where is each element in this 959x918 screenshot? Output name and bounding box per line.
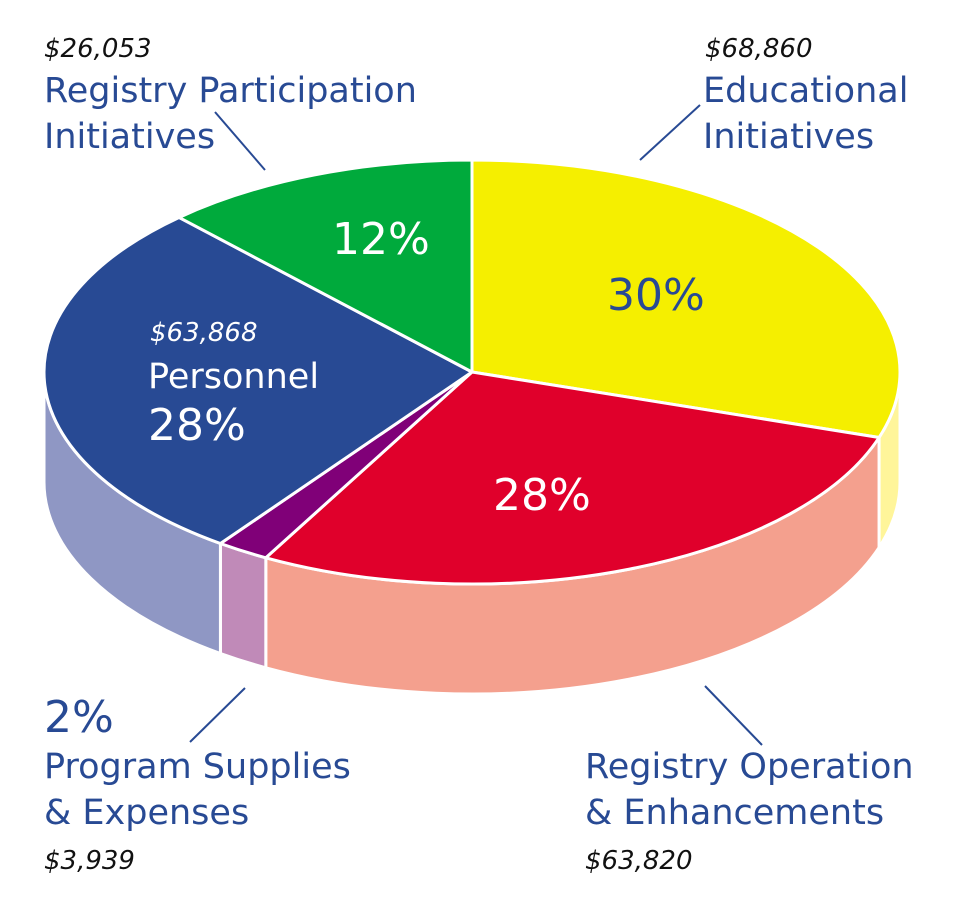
percent-personnel: 28% (148, 400, 246, 451)
label-program-supplies: Program Supplies & Expenses (44, 744, 351, 836)
label-line: Educational (703, 71, 909, 111)
label-personnel: Personnel (148, 354, 319, 400)
pie-slice-0 (470, 158, 902, 440)
pie-slice-3 (42, 215, 474, 546)
label-registry-operation: Registry Operation & Enhancements (585, 744, 914, 836)
leader-registry-participation (214, 111, 266, 171)
leader-program-supplies (189, 687, 246, 743)
pie-side-2 (218, 542, 268, 670)
label-line: & Expenses (44, 793, 250, 833)
label-line: Initiatives (703, 117, 875, 157)
label-line: Registry Participation (44, 71, 417, 111)
label-registry-participation: Registry Participation Initiatives (44, 68, 417, 160)
leader-registry-operation (704, 685, 763, 746)
label-line: Program Supplies (44, 747, 351, 787)
percent-program-supplies: 2% (44, 692, 114, 743)
amount-educational: $68,860 (705, 34, 813, 64)
percent-registry-participation: 12% (332, 214, 430, 265)
amount-registry-operation: $63,820 (585, 846, 693, 876)
label-line: Personnel (148, 357, 320, 397)
label-line: & Enhancements (585, 793, 885, 833)
percent-educational: 30% (607, 270, 705, 321)
amount-program-supplies: $3,939 (44, 846, 135, 876)
amount-registry-participation: $26,053 (44, 34, 152, 64)
pie-slice-1 (264, 370, 881, 586)
label-line: Registry Operation (585, 747, 914, 787)
pie-slice-4 (177, 158, 474, 374)
label-educational: Educational Initiatives (703, 68, 908, 160)
amount-personnel: $63,868 (150, 318, 258, 348)
leader-educational (639, 104, 701, 161)
label-line: Initiatives (44, 117, 216, 157)
percent-registry-operation: 28% (493, 470, 591, 521)
